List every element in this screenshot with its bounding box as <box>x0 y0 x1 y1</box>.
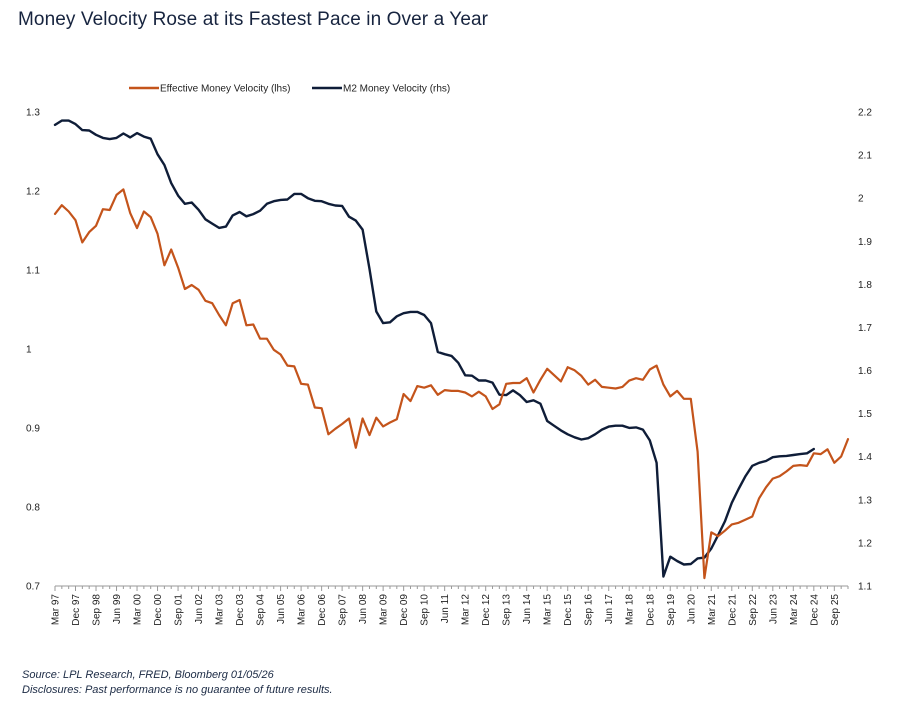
x-tick-label: Mar 06 <box>297 594 308 626</box>
x-tick-label: Dec 21 <box>727 594 738 626</box>
x-tick-label: Dec 03 <box>235 594 246 626</box>
x-tick-label: Dec 12 <box>481 594 492 626</box>
x-tick-label: Jun 14 <box>522 594 533 624</box>
y-right-tick-label: 1.5 <box>858 409 872 420</box>
y-right-tick-label: 1.3 <box>858 495 872 506</box>
disclosure-note: Disclosures: Past performance is no guar… <box>22 684 333 696</box>
x-tick-label: Sep 98 <box>92 594 103 626</box>
x-tick-label: Mar 97 <box>51 594 62 626</box>
x-tick-label: Jun 20 <box>686 594 697 624</box>
x-tick-label: Dec 00 <box>153 594 164 626</box>
x-tick-label: Mar 09 <box>379 594 390 626</box>
x-tick-label: Sep 16 <box>584 594 595 626</box>
y-right-tick-label: 1.6 <box>858 366 872 377</box>
y-right-tick-label: 2.2 <box>858 108 872 119</box>
x-tick-label: Dec 97 <box>71 594 82 626</box>
x-tick-label: Jun 23 <box>768 594 779 624</box>
x-tick-label: Mar 15 <box>543 594 554 626</box>
x-tick-label: Dec 06 <box>317 594 328 626</box>
x-tick-label: Mar 12 <box>461 594 472 626</box>
series-layer <box>53 119 850 580</box>
x-tick-label: Sep 10 <box>420 594 431 626</box>
x-tick-label: Sep 01 <box>174 594 185 626</box>
x-tick-label: Mar 03 <box>215 594 226 626</box>
y-right-tick-label: 1.8 <box>858 280 872 291</box>
source-note: Source: LPL Research, FRED, Bloomberg 01… <box>22 669 274 681</box>
legend: Effective Money Velocity (lhs) M2 Money V… <box>129 84 450 95</box>
x-tick-label: Mar 21 <box>707 594 718 626</box>
x-tick-label: Jun 99 <box>112 594 123 624</box>
x-tick-label: Dec 18 <box>645 594 656 626</box>
x-tick-label: Sep 04 <box>256 594 267 626</box>
x-tick-label: Jun 05 <box>276 594 287 624</box>
y-left-tick-label: 0.8 <box>26 503 40 514</box>
chart-title: Money Velocity Rose at its Fastest Pace … <box>18 9 489 30</box>
x-tick-label: Mar 00 <box>133 594 144 626</box>
x-tick-label: Jun 08 <box>358 594 369 624</box>
x-tick-label: Sep 22 <box>748 594 759 626</box>
y-left-tick-label: 1.3 <box>26 108 40 119</box>
x-tick-label: Sep 07 <box>338 594 349 626</box>
x-tick-label: Jun 17 <box>604 594 615 624</box>
series-line-m2-velocity <box>53 119 815 578</box>
legend-label: M2 Money Velocity (rhs) <box>343 84 450 95</box>
series-line-effective-velocity <box>53 188 850 580</box>
y-right-tick-label: 1.7 <box>858 323 872 334</box>
x-tick-label: Sep 25 <box>830 594 841 626</box>
x-tick-label: Jun 02 <box>194 594 205 624</box>
legend-label: Effective Money Velocity (lhs) <box>160 84 290 95</box>
y-left-tick-label: 1.2 <box>26 187 40 198</box>
y-right-tick-label: 1.2 <box>858 538 872 549</box>
y-right-tick-label: 2 <box>858 194 864 205</box>
x-tick-label: Dec 24 <box>809 594 820 626</box>
y-left-tick-label: 1 <box>26 345 32 356</box>
y-right-tick-label: 1.4 <box>858 452 872 463</box>
x-tick-label: Mar 18 <box>625 594 636 626</box>
y-left-tick-label: 1.1 <box>26 266 40 277</box>
y-left-tick-label: 0.7 <box>26 582 40 593</box>
x-tick-label: Jun 11 <box>440 594 451 624</box>
y-left-tick-label: 0.9 <box>26 424 40 435</box>
x-tick-label: Mar 24 <box>789 594 800 626</box>
y-right-tick-label: 1.9 <box>858 237 872 248</box>
x-tick-label: Sep 13 <box>502 594 513 626</box>
y-right-tick-label: 1.1 <box>858 582 872 593</box>
y-right-tick-label: 2.1 <box>858 151 872 162</box>
x-tick-label: Dec 09 <box>399 594 410 626</box>
x-tick-label: Dec 15 <box>563 594 574 626</box>
x-tick-label: Sep 19 <box>666 594 677 626</box>
footer: Source: LPL Research, FRED, Bloomberg 01… <box>22 668 333 698</box>
axes: Mar 97 Dec 97 Sep 98 Jun 99 Mar 00 Dec 00 Sep … <box>26 108 872 626</box>
